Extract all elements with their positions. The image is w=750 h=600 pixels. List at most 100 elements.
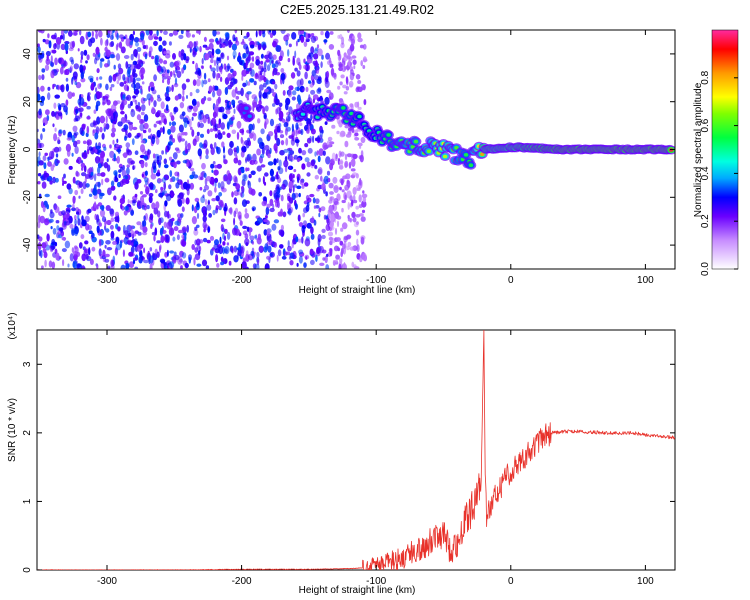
signal-blob [386,133,391,137]
noise-speckle [302,88,305,92]
noise-speckle [259,70,263,76]
noise-speckle [79,30,82,36]
noise-speckle [144,170,148,176]
noise-speckle [62,259,65,267]
signal-blob [442,154,448,159]
noise-speckle [278,102,283,108]
noise-speckle [200,98,205,105]
noise-speckle [157,94,161,99]
noise-speckle [156,155,160,162]
noise-speckle [304,71,308,80]
noise-speckle [265,215,268,219]
noise-speckle [186,224,189,233]
noise-speckle [42,128,46,132]
noise-speckle [144,53,148,60]
noise-speckle [245,167,248,172]
noise-speckle [216,63,219,73]
noise-speckle [60,34,64,40]
noise-speckle [189,92,193,97]
noise-speckle [52,148,55,153]
noise-speckle [292,90,297,96]
noise-speckle [320,61,323,68]
noise-speckle [54,177,59,183]
colorbar-tick-label: 0.4 [700,166,711,180]
noise-speckle [172,236,176,242]
noise-speckle [316,44,320,49]
noise-speckle [278,229,283,236]
noise-speckle [113,153,116,162]
noise-speckle [209,143,213,150]
noise-speckle [135,92,138,98]
noise-speckle [81,166,84,171]
noise-speckle [354,132,359,137]
noise-speckle [310,259,315,266]
noise-speckle [173,83,179,88]
noise-speckle [44,152,48,156]
noise-speckle [301,163,306,170]
noise-speckle [312,94,319,100]
noise-speckle [218,245,224,255]
noise-speckle [155,137,160,145]
noise-speckle [50,70,55,79]
noise-speckle [256,251,260,259]
noise-speckle [337,49,341,57]
noise-speckle [235,95,240,100]
noise-speckle [146,204,150,210]
noise-speckle [142,129,147,134]
noise-speckle [316,88,322,94]
noise-speckle [244,208,248,214]
noise-speckle [139,89,142,94]
noise-speckle [262,106,265,115]
noise-speckle [361,200,367,208]
noise-speckle [209,128,214,133]
noise-speckle [215,73,219,81]
noise-speckle [219,76,223,83]
noise-speckle [274,98,280,106]
noise-speckle [206,128,210,134]
noise-speckle [240,41,246,45]
noise-speckle [241,127,244,135]
noise-speckle [354,137,360,141]
noise-speckle [220,256,224,263]
noise-speckle [217,182,221,189]
noise-speckle [253,80,257,86]
noise-speckle [43,218,50,226]
noise-speckle [189,167,195,172]
noise-speckle [299,30,305,35]
noise-speckle [293,154,298,160]
noise-speckle [93,173,97,182]
noise-speckle [283,121,289,128]
noise-speckle [155,57,158,65]
noise-speckle [346,55,352,60]
noise-speckle [113,170,118,176]
noise-speckle [186,120,190,125]
noise-speckle [109,224,114,230]
noise-speckle [277,249,282,257]
noise-speckle [94,132,99,140]
noise-speckle [132,70,136,78]
noise-speckle [186,95,188,99]
noise-speckle [250,250,255,257]
noise-speckle [181,206,185,212]
noise-speckle [53,102,57,109]
noise-speckle [103,122,107,129]
noise-speckle [143,155,148,159]
noise-speckle [248,123,254,131]
noise-speckle [110,104,117,112]
noise-speckle [258,177,261,183]
noise-speckle [321,54,324,60]
noise-speckle [324,30,330,39]
noise-speckle [116,80,120,85]
noise-speckle [211,198,217,202]
noise-speckle [256,148,261,156]
noise-speckle [234,30,238,34]
noise-speckle [175,182,180,189]
noise-speckle [104,177,110,183]
noise-speckle [213,142,217,149]
noise-speckle [274,60,279,68]
noise-speckle [273,67,278,76]
noise-speckle [165,104,169,111]
noise-speckle [172,53,176,60]
noise-speckle [68,215,73,224]
noise-speckle [306,172,311,177]
